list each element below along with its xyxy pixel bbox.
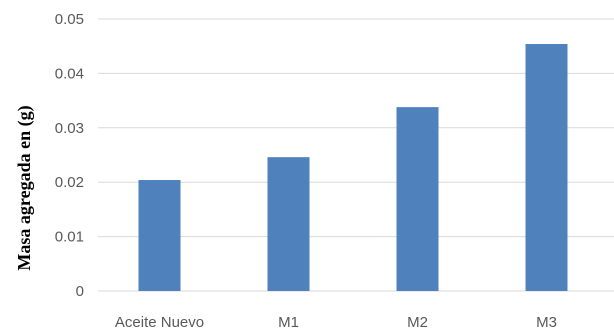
bar bbox=[138, 180, 181, 291]
y-tick-label: 0 bbox=[76, 283, 84, 300]
bar bbox=[525, 44, 568, 291]
x-category-label: M3 bbox=[536, 314, 557, 331]
x-category-label: Aceite Nuevo bbox=[115, 314, 204, 331]
bars bbox=[138, 44, 568, 292]
bar bbox=[267, 157, 310, 291]
y-tick-label: 0.01 bbox=[55, 229, 84, 246]
y-tick-label: 0.02 bbox=[55, 174, 84, 191]
y-axis-title: Masa agregada en (g) bbox=[14, 105, 35, 270]
y-axis-ticks: 0 0.01 0.02 0.03 0.04 0.05 bbox=[55, 11, 84, 300]
y-tick-label: 0.04 bbox=[55, 65, 84, 82]
bar bbox=[396, 107, 439, 292]
y-tick-label: 0.05 bbox=[55, 11, 84, 28]
x-category-label: M2 bbox=[407, 314, 428, 331]
x-category-label: M1 bbox=[278, 314, 299, 331]
x-axis-categories: Aceite Nuevo M1 M2 M3 bbox=[115, 314, 557, 331]
y-tick-label: 0.03 bbox=[55, 120, 84, 137]
